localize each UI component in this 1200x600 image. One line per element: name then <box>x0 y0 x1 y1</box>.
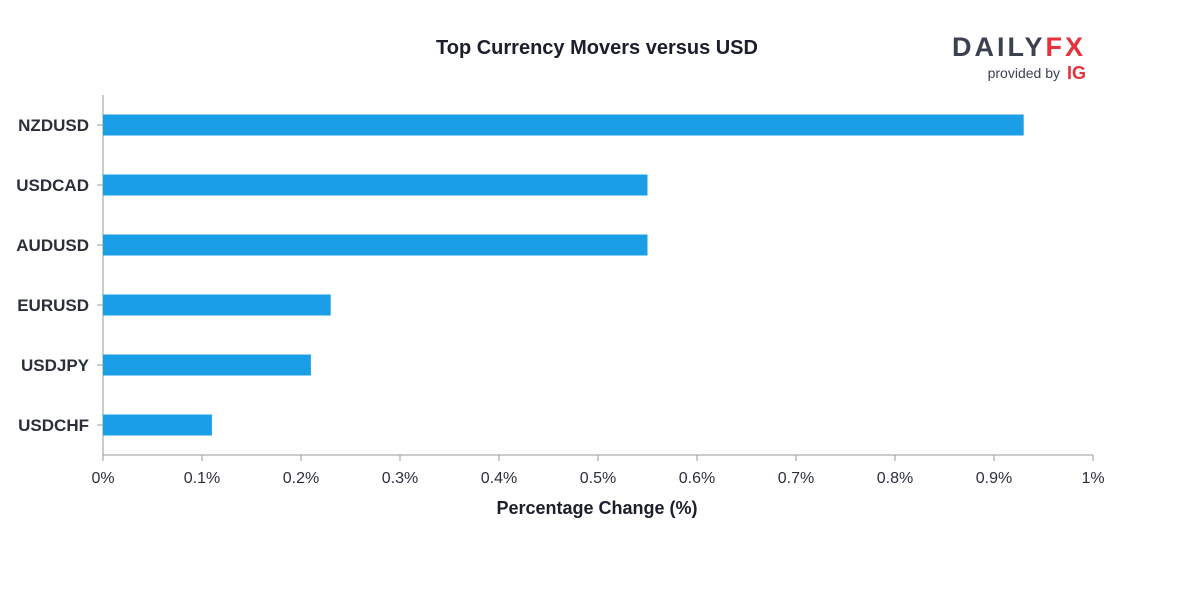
x-tick-label-6: 0.6% <box>679 470 715 487</box>
bar-eurusd <box>103 294 331 316</box>
logo-ig-text: IG <box>1067 63 1086 83</box>
category-label-audusd: AUDUSD <box>16 236 89 255</box>
x-tick-label-4: 0.4% <box>481 470 517 487</box>
x-tick-label-1: 0.1% <box>184 470 220 487</box>
x-axis-title: Percentage Change (%) <box>496 498 697 518</box>
x-tick-label-2: 0.2% <box>283 470 319 487</box>
x-tick-label-10: 1% <box>1081 470 1104 487</box>
bar-nzdusd <box>103 114 1024 136</box>
category-label-usdjpy: USDJPY <box>21 356 90 375</box>
category-label-eurusd: EURUSD <box>17 296 89 315</box>
category-label-nzdusd: NZDUSD <box>18 116 89 135</box>
x-tick-label-0: 0% <box>91 470 114 487</box>
x-ticks-group: 0% 0.1% 0.2% 0.3% 0.4% 0.5% 0.6% 0.7% 0.8% 0.9% 1% <box>91 455 1105 487</box>
logo-daily-text: DAILY <box>952 32 1046 62</box>
category-labels-group: NZDUSD USDCAD AUDUSD EURUSD USDJPY USDCHF <box>16 116 103 435</box>
dailyfx-logo: DAILYFX provided by IG <box>952 32 1086 83</box>
logo-fx-text: FX <box>1045 32 1086 62</box>
bar-usdjpy <box>103 354 311 376</box>
category-label-usdcad: USDCAD <box>16 176 89 195</box>
x-tick-label-3: 0.3% <box>382 470 418 487</box>
bar-usdchf <box>103 414 212 436</box>
x-tick-label-9: 0.9% <box>976 470 1012 487</box>
svg-text:DAILYFX: DAILYFX <box>952 32 1086 62</box>
bars-group <box>103 114 1024 436</box>
x-tick-label-7: 0.7% <box>778 470 814 487</box>
chart-title: Top Currency Movers versus USD <box>436 37 758 59</box>
logo-tagline: provided by <box>988 65 1060 81</box>
x-tick-label-8: 0.8% <box>877 470 913 487</box>
bar-usdcad <box>103 174 648 196</box>
bar-audusd <box>103 234 648 256</box>
category-label-usdchf: USDCHF <box>18 416 89 435</box>
x-tick-label-5: 0.5% <box>580 470 616 487</box>
